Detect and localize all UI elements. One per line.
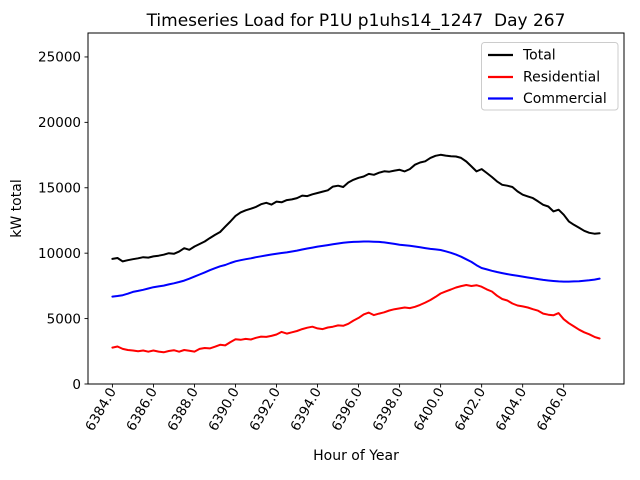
series-line-residential	[111, 284, 601, 354]
x-tick-label: 6400.0	[411, 385, 448, 434]
x-tick-label: 6392.0	[246, 385, 283, 434]
x-axis-ticks: 6384.0 6386.0 6388.0 6390.0 6392.0 6394.0 6396…	[82, 384, 571, 434]
x-tick-label: 6394.0	[288, 385, 325, 434]
legend: Total Residential Commercial	[481, 42, 619, 111]
legend-frame	[481, 42, 619, 111]
legend-label-commercial: Commercial	[523, 91, 607, 107]
y-tick-label: 10000	[38, 246, 81, 262]
x-axis-label: Hour of Year	[313, 448, 399, 464]
x-tick-label: 6388.0	[164, 385, 201, 434]
x-tick-label: 6406.0	[534, 385, 571, 434]
axes-spines	[87, 32, 625, 385]
series-line-total	[111, 153, 601, 263]
series-line-commercial	[111, 240, 601, 298]
x-tick-label: 6398.0	[370, 385, 407, 434]
y-tick-label: 15000	[38, 181, 81, 197]
y-tick-label: 20000	[38, 115, 81, 131]
x-tick-label: 6390.0	[205, 385, 242, 434]
y-tick-label: 25000	[38, 50, 81, 66]
x-tick-label: 6402.0	[452, 385, 489, 434]
x-tick-label: 6396.0	[329, 385, 366, 434]
x-tick-label: 6386.0	[123, 385, 160, 434]
x-tick-label: 6404.0	[493, 385, 530, 434]
y-tick-label: 5000	[47, 311, 81, 327]
legend-label-residential: Residential	[523, 70, 600, 86]
series-lines	[111, 153, 601, 354]
y-axis-label: kW total	[9, 179, 25, 237]
legend-label-total: Total	[522, 48, 556, 64]
chart-title: Timeseries Load for P1U p1uhs14_1247 Day…	[146, 11, 566, 31]
y-tick-label: 0	[72, 377, 81, 393]
x-tick-label: 6384.0	[82, 385, 119, 434]
y-axis-ticks: 0 5000 10000 15000 20000 25000	[38, 50, 88, 393]
